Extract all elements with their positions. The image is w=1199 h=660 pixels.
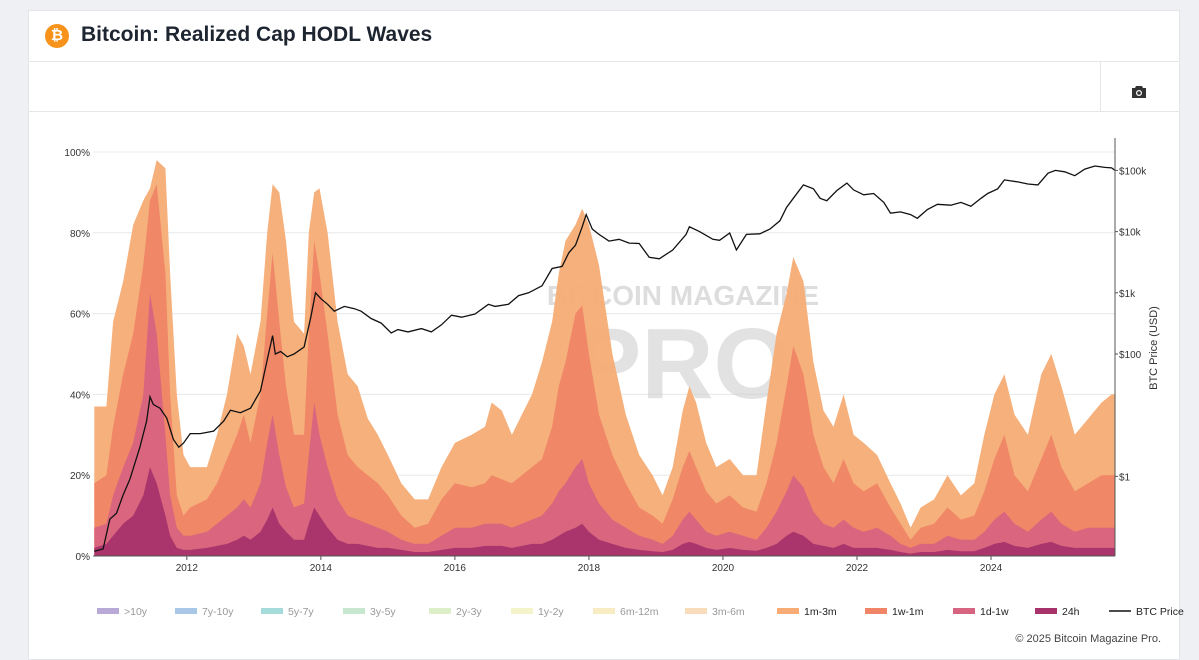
- y-right-axis-label: BTC Price (USD): [1148, 306, 1160, 390]
- legend-label-2y-3y: 2y-3y: [456, 606, 482, 618]
- y-right-tick-label: $1k: [1119, 289, 1136, 300]
- y-left-tick-label: 20%: [70, 471, 90, 482]
- chart-toolbar: [29, 61, 1179, 112]
- legend-swatch-3m-6m: [685, 608, 707, 614]
- legend-label-24h: 24h: [1062, 606, 1080, 618]
- camera-icon[interactable]: [1131, 85, 1147, 104]
- toolbar-divider: [1100, 61, 1101, 111]
- legend-swatch-7y-10y: [175, 608, 197, 614]
- legend-swatch-5y-7y: [261, 608, 283, 614]
- area-1w-1m: [94, 184, 1116, 557]
- legend-label-BTC Price: BTC Price: [1136, 606, 1184, 618]
- legend-label-7y-10y: 7y-10y: [202, 606, 234, 618]
- legend-label-3m-6m: 3m-6m: [712, 606, 745, 618]
- area-1m-3m: [94, 160, 1116, 556]
- y-left-tick-label: 100%: [64, 148, 90, 159]
- x-tick-label: 2014: [310, 563, 333, 574]
- legend-label-6m-12m: 6m-12m: [620, 606, 659, 618]
- legend-swatch-1d-1w: [953, 608, 975, 614]
- chart-title: Bitcoin: Realized Cap HODL Waves: [81, 23, 433, 46]
- x-tick-label: 2016: [444, 563, 467, 574]
- area-1d-1w: [94, 293, 1116, 556]
- copyright-text: © 2025 Bitcoin Magazine Pro.: [1015, 633, 1161, 645]
- legend-label-5y-7y: 5y-7y: [288, 606, 314, 618]
- y-left-tick-label: 80%: [70, 229, 90, 240]
- area-24h: [94, 467, 1116, 556]
- btc-price-line: [94, 165, 1116, 552]
- x-tick-label: 2020: [712, 563, 735, 574]
- y-right-tick-label: $1: [1119, 472, 1131, 483]
- legend-swatch-1m-3m: [777, 608, 799, 614]
- legend-label-3y-5y: 3y-5y: [370, 606, 396, 618]
- legend-label-1w-1m: 1w-1m: [892, 606, 924, 618]
- legend-label-1d-1w: 1d-1w: [980, 606, 1009, 618]
- legend-swatch-2y-3y: [429, 608, 451, 614]
- y-left-tick-label: 0%: [76, 552, 91, 563]
- y-right-tick-label: $100k: [1119, 166, 1147, 177]
- legend-swatch-3y-5y: [343, 608, 365, 614]
- legend-swatch-1y-2y: [511, 608, 533, 614]
- x-tick-label: 2012: [176, 563, 199, 574]
- legend-swatch->10y: [97, 608, 119, 614]
- x-tick-label: 2024: [980, 563, 1003, 574]
- legend-swatch-6m-12m: [593, 608, 615, 614]
- legend-label-1y-2y: 1y-2y: [538, 606, 564, 618]
- bitcoin-logo-icon: ₿: [45, 24, 69, 48]
- y-left-tick-label: 40%: [70, 390, 90, 401]
- x-tick-label: 2018: [578, 563, 601, 574]
- y-right-tick-label: $100: [1119, 350, 1142, 361]
- legend-label->10y: >10y: [124, 606, 148, 618]
- x-tick-label: 2022: [846, 563, 869, 574]
- y-right-tick-label: $10k: [1119, 228, 1142, 239]
- y-left-tick-label: 60%: [70, 310, 90, 321]
- legend-swatch-1w-1m: [865, 608, 887, 614]
- legend-label-1m-3m: 1m-3m: [804, 606, 837, 618]
- chart-header: ₿ Bitcoin: Realized Cap HODL Waves: [29, 11, 1179, 62]
- legend-swatch-24h: [1035, 608, 1057, 614]
